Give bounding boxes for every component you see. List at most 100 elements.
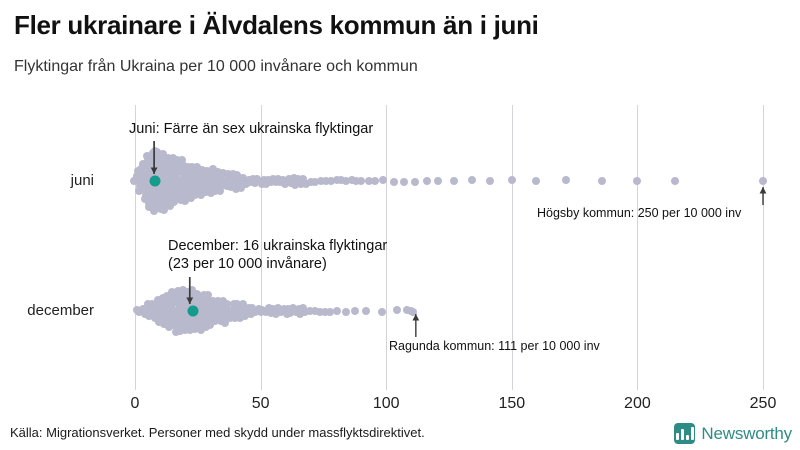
- swarm-dot[interactable]: [185, 187, 194, 196]
- swarm-dot[interactable]: [154, 169, 163, 178]
- swarm-dot[interactable]: [198, 169, 207, 178]
- swarm-dot[interactable]: [158, 170, 167, 179]
- swarm-dot[interactable]: [186, 314, 195, 323]
- swarm-dot[interactable]: [216, 181, 225, 190]
- swarm-dot[interactable]: [155, 317, 164, 326]
- swarm-dot[interactable]: [140, 176, 149, 185]
- swarm-dot[interactable]: [356, 176, 365, 185]
- swarm-dot[interactable]: [141, 185, 150, 194]
- swarm-dot[interactable]: [322, 176, 331, 185]
- swarm-dot[interactable]: [190, 191, 199, 200]
- swarm-dot[interactable]: [173, 305, 182, 314]
- swarm-dot[interactable]: [379, 176, 388, 185]
- swarm-dot[interactable]: [152, 301, 161, 310]
- swarm-dot[interactable]: [758, 177, 767, 186]
- highlight-dot-december[interactable]: [187, 305, 199, 317]
- swarm-dot[interactable]: [168, 176, 177, 185]
- swarm-dot[interactable]: [165, 323, 174, 332]
- swarm-dot[interactable]: [154, 295, 163, 304]
- swarm-dot[interactable]: [225, 313, 234, 322]
- swarm-dot[interactable]: [139, 305, 148, 314]
- swarm-dot[interactable]: [140, 310, 149, 319]
- newsworthy-logo[interactable]: Newsworthy: [674, 423, 792, 444]
- swarm-dot[interactable]: [158, 152, 167, 161]
- swarm-dot[interactable]: [399, 177, 408, 186]
- swarm-dot[interactable]: [188, 173, 197, 182]
- swarm-dot[interactable]: [172, 156, 181, 165]
- swarm-dot[interactable]: [175, 178, 184, 187]
- swarm-dot[interactable]: [151, 187, 160, 196]
- swarm-dot[interactable]: [223, 169, 232, 178]
- swarm-dot[interactable]: [135, 182, 144, 191]
- swarm-dot[interactable]: [201, 188, 210, 197]
- swarm-dot[interactable]: [248, 303, 257, 312]
- swarm-dot[interactable]: [175, 309, 184, 318]
- swarm-dot[interactable]: [231, 308, 240, 317]
- swarm-dot[interactable]: [168, 166, 177, 175]
- swarm-dot[interactable]: [169, 290, 178, 299]
- swarm-dot[interactable]: [485, 177, 494, 186]
- swarm-dot[interactable]: [173, 169, 182, 178]
- swarm-dot[interactable]: [297, 179, 306, 188]
- swarm-dot[interactable]: [150, 308, 159, 317]
- swarm-dot[interactable]: [182, 307, 191, 316]
- swarm-dot[interactable]: [217, 299, 226, 308]
- swarm-dot[interactable]: [169, 295, 178, 304]
- swarm-dot[interactable]: [215, 309, 224, 318]
- swarm-dot[interactable]: [361, 306, 370, 315]
- swarm-dot[interactable]: [305, 306, 314, 315]
- swarm-dot[interactable]: [341, 307, 350, 316]
- swarm-dot[interactable]: [170, 186, 179, 195]
- swarm-dot[interactable]: [208, 164, 217, 173]
- swarm-dot[interactable]: [135, 308, 144, 317]
- swarm-dot[interactable]: [178, 295, 187, 304]
- swarm-dot[interactable]: [180, 178, 189, 187]
- swarm-dot[interactable]: [213, 303, 222, 312]
- swarm-dot[interactable]: [231, 314, 240, 323]
- swarm-dot[interactable]: [147, 170, 156, 179]
- swarm-dot[interactable]: [188, 300, 197, 309]
- swarm-dot[interactable]: [135, 186, 143, 195]
- swarm-dot[interactable]: [433, 176, 442, 185]
- swarm-dot[interactable]: [145, 312, 153, 321]
- swarm-dot[interactable]: [182, 173, 191, 182]
- swarm-dot[interactable]: [160, 320, 169, 329]
- swarm-dot[interactable]: [173, 287, 182, 296]
- swarm-dot[interactable]: [211, 316, 220, 325]
- swarm-dot[interactable]: [213, 167, 222, 176]
- swarm-dot[interactable]: [232, 170, 241, 179]
- swarm-dot[interactable]: [321, 307, 330, 316]
- swarm-dot[interactable]: [139, 169, 148, 178]
- swarm-dot[interactable]: [163, 162, 172, 171]
- swarm-dot[interactable]: [468, 176, 477, 185]
- swarm-dot[interactable]: [219, 304, 228, 313]
- swarm-dot[interactable]: [205, 320, 214, 329]
- swarm-dot[interactable]: [166, 313, 175, 322]
- swarm-dot[interactable]: [259, 175, 268, 184]
- swarm-dot[interactable]: [365, 176, 374, 185]
- swarm-dot[interactable]: [371, 176, 380, 185]
- swarm-dot[interactable]: [159, 165, 168, 174]
- swarm-dot[interactable]: [205, 316, 214, 325]
- swarm-dot[interactable]: [203, 290, 212, 299]
- swarm-dot[interactable]: [145, 198, 154, 207]
- swarm-dot[interactable]: [294, 174, 303, 183]
- swarm-dot[interactable]: [378, 307, 387, 316]
- swarm-dot[interactable]: [284, 174, 293, 183]
- swarm-dot[interactable]: [190, 325, 199, 334]
- swarm-dot[interactable]: [203, 299, 212, 308]
- swarm-dot[interactable]: [145, 202, 154, 211]
- swarm-dot[interactable]: [183, 290, 192, 299]
- swarm-dot[interactable]: [208, 297, 217, 306]
- swarm-dot[interactable]: [337, 176, 346, 185]
- swarm-dot[interactable]: [167, 299, 176, 308]
- swarm-dot[interactable]: [191, 182, 200, 191]
- swarm-dot[interactable]: [201, 322, 210, 331]
- swarm-dot[interactable]: [137, 164, 146, 173]
- swarm-dot[interactable]: [191, 313, 200, 322]
- swarm-dot[interactable]: [181, 317, 190, 326]
- swarm-dot[interactable]: [170, 321, 179, 330]
- swarm-dot[interactable]: [186, 178, 195, 187]
- swarm-dot[interactable]: [311, 177, 320, 186]
- swarm-dot[interactable]: [393, 306, 402, 315]
